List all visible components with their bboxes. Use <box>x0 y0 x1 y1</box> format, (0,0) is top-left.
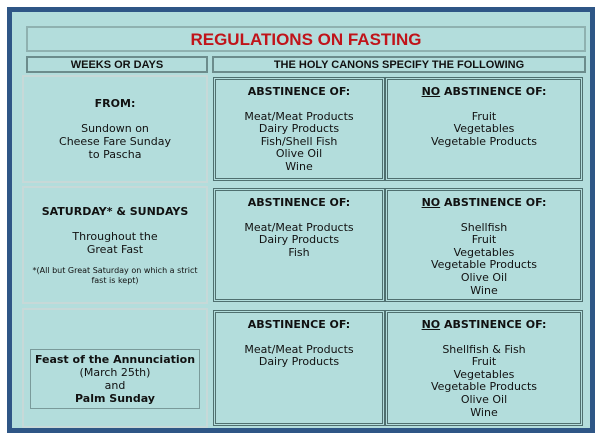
abstinence-item: Meat/Meat Products <box>244 220 354 234</box>
no-abstinence-item: Vegetable Products <box>430 134 538 148</box>
no-abstinence-heading: NO ABSTINENCE OF: <box>388 85 580 99</box>
emphasis: NO <box>421 196 441 209</box>
no-abstinence-item: Wine <box>470 283 498 297</box>
period-box: Feast of the Annunciation (March 25th) and… <box>30 349 200 409</box>
period-cell: Feast of the Annunciation (March 25th) and… <box>22 308 208 428</box>
period-line: Cheese Fare Sunday <box>59 135 171 148</box>
period-heading: FROM: <box>94 97 136 110</box>
abstinence-heading: ABSTINENCE OF: <box>247 318 351 331</box>
title: REGULATIONS ON FASTING <box>26 26 586 52</box>
no-abstinence-item: Fruit <box>471 109 497 123</box>
abstinence-item: Olive Oil <box>275 147 323 161</box>
abstinence-panel: ABSTINENCE OF: Meat/Meat Products Dairy Pr… <box>213 77 385 181</box>
abstinence-item: Wine <box>285 159 313 173</box>
period-line: Sundown on <box>81 122 149 135</box>
abstinence-heading: ABSTINENCE OF: <box>247 196 351 209</box>
no-abstinence-item: Wine <box>470 405 498 419</box>
abstinence-item: Meat/Meat Products <box>244 342 354 356</box>
abstinence-heading: ABSTINENCE OF: <box>247 85 351 98</box>
period-cell: FROM: Sundown on Cheese Fare Sunday to Pasc… <box>22 75 208 183</box>
abstinence-item: Meat/Meat Products <box>244 109 354 123</box>
period-closing: Palm Sunday <box>75 392 155 405</box>
no-abstinence-panel: NO ABSTINENCE OF: Shellfish Fruit Vegetable… <box>385 188 583 302</box>
abstinence-item: Fish/Shell Fish <box>260 134 338 148</box>
no-abstinence-item: Vegetable Products <box>430 258 538 272</box>
heading-text: ABSTINENCE OF: <box>443 85 547 98</box>
period-heading: Feast of the Annunciation <box>34 353 196 366</box>
period-line: Throughout the <box>72 229 158 243</box>
heading-text: ABSTINENCE OF: <box>443 318 547 331</box>
no-abstinence-item: Fruit <box>471 355 497 369</box>
period-line: (March 25th) <box>79 366 151 379</box>
abstinence-item: Dairy Products <box>258 122 340 136</box>
period-line: Great Fast <box>86 242 144 256</box>
abstinence-panel: ABSTINENCE OF: Meat/Meat Products Dairy Pr… <box>213 188 385 302</box>
no-abstinence-panel: NO ABSTINENCE OF: Shellfish & Fish Fruit Ve… <box>385 310 583 426</box>
emphasis: NO <box>421 85 441 98</box>
no-abstinence-item: Vegetables <box>453 367 515 381</box>
abstinence-item: Dairy Products <box>258 233 340 247</box>
no-abstinence-item: Vegetables <box>453 245 515 259</box>
frame: REGULATIONS ON FASTING WEEKS OR DAYS THE… <box>7 7 595 433</box>
emphasis: NO <box>421 318 441 331</box>
period-line: to Pascha <box>88 148 142 161</box>
no-abstinence-item: Olive Oil <box>460 392 508 406</box>
no-abstinence-item: Fruit <box>471 233 497 247</box>
no-abstinence-item: Shellfish <box>460 220 508 234</box>
period-cell: SATURDAY* & SUNDAYS Throughout the Great F… <box>22 186 208 304</box>
heading-text: ABSTINENCE OF: <box>443 196 547 209</box>
header-left: WEEKS OR DAYS <box>26 56 208 73</box>
no-abstinence-item: Vegetables <box>453 122 515 136</box>
period-heading: SATURDAY* & SUNDAYS <box>41 204 189 218</box>
no-abstinence-item: Vegetable Products <box>430 380 538 394</box>
abstinence-item: Dairy Products <box>258 355 340 369</box>
no-abstinence-item: Olive Oil <box>460 270 508 284</box>
header-right: THE HOLY CANONS SPECIFY THE FOLLOWING <box>212 56 586 73</box>
no-abstinence-item: Shellfish & Fish <box>442 342 526 356</box>
abstinence-item: Fish <box>288 245 310 259</box>
period-note: *(All but Great Saturday on which a stri… <box>32 265 198 285</box>
abstinence-panel: ABSTINENCE OF: Meat/Meat Products Dairy Pr… <box>213 310 385 426</box>
no-abstinence-heading: NO ABSTINENCE OF: <box>388 318 580 332</box>
period-line: and <box>104 379 126 392</box>
no-abstinence-panel: NO ABSTINENCE OF: Fruit Vegetables Vegetabl… <box>385 77 583 181</box>
no-abstinence-heading: NO ABSTINENCE OF: <box>388 196 580 210</box>
